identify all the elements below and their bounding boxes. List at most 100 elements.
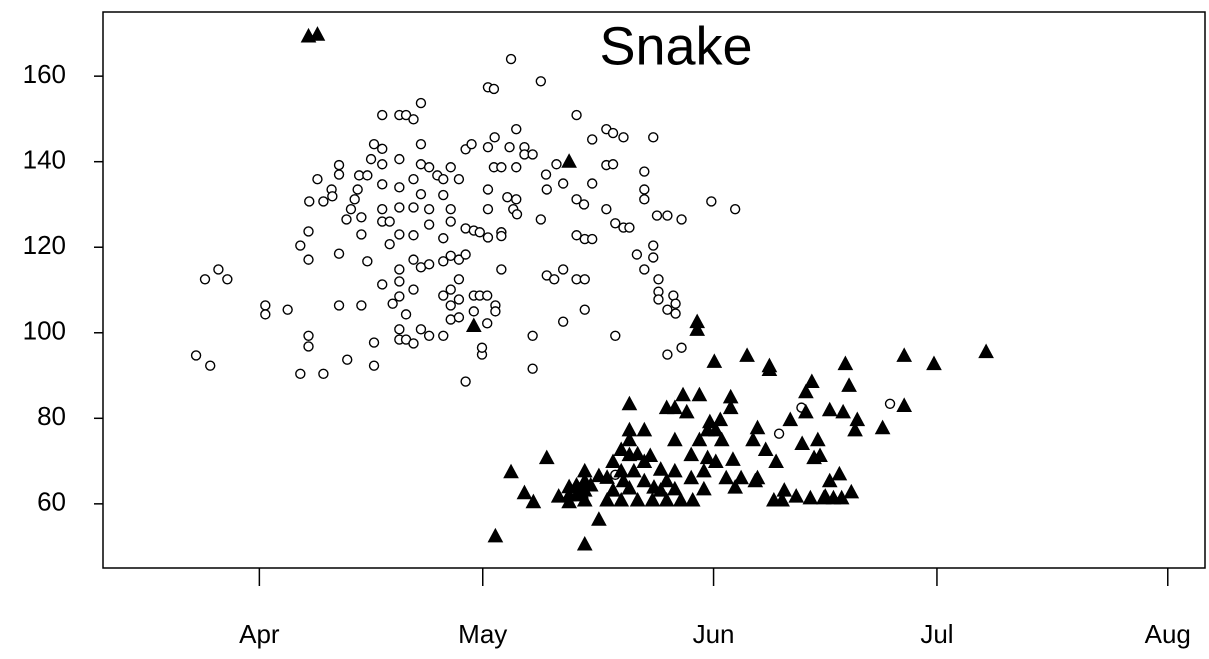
point — [377, 203, 388, 215]
point — [626, 462, 642, 478]
y-tick-label: 160 — [23, 59, 66, 89]
point — [835, 403, 851, 419]
point — [651, 210, 663, 221]
point — [821, 401, 838, 417]
point — [653, 294, 664, 305]
point — [662, 210, 673, 221]
point — [445, 216, 456, 227]
point — [610, 218, 621, 229]
point — [571, 194, 582, 205]
point — [629, 445, 646, 461]
point — [561, 153, 577, 168]
y-tick-label: 100 — [23, 316, 66, 346]
point — [423, 330, 435, 341]
y-tick-label: 120 — [23, 230, 66, 260]
point — [318, 196, 329, 207]
point — [511, 123, 522, 135]
point — [384, 216, 395, 227]
point — [621, 395, 638, 411]
point — [511, 194, 522, 205]
point — [423, 219, 435, 230]
point — [368, 337, 380, 348]
point — [394, 324, 405, 335]
point — [516, 484, 533, 500]
point — [591, 511, 607, 526]
point — [658, 472, 675, 488]
point — [683, 469, 700, 485]
point — [874, 419, 891, 435]
point — [667, 480, 683, 496]
point — [394, 202, 405, 213]
point — [482, 318, 493, 329]
y-tick-label: 140 — [23, 145, 66, 175]
point — [607, 127, 619, 139]
point — [260, 309, 271, 320]
point — [773, 428, 785, 439]
point — [453, 174, 465, 185]
point — [896, 397, 913, 412]
point — [926, 355, 942, 371]
point — [408, 254, 419, 265]
point — [511, 162, 522, 173]
point — [691, 431, 708, 447]
y-tick-label: 80 — [37, 401, 66, 431]
point — [739, 347, 755, 362]
point — [804, 373, 820, 389]
point — [618, 132, 629, 143]
point — [445, 284, 456, 295]
point — [699, 449, 716, 465]
point — [621, 431, 638, 447]
point — [648, 132, 659, 143]
point — [415, 97, 427, 109]
point — [841, 377, 857, 392]
point — [190, 350, 202, 361]
point — [199, 274, 211, 285]
point — [798, 403, 814, 419]
point — [505, 53, 517, 65]
point — [408, 174, 419, 185]
point — [377, 179, 388, 190]
point — [733, 469, 749, 485]
point — [489, 132, 500, 143]
point — [639, 166, 650, 177]
point — [788, 488, 805, 503]
point — [576, 491, 593, 507]
point — [482, 141, 494, 153]
point — [809, 431, 826, 447]
point — [636, 421, 653, 437]
point — [689, 321, 706, 336]
point — [408, 230, 419, 241]
point — [729, 203, 741, 215]
point — [496, 264, 507, 275]
point — [342, 354, 353, 365]
point — [549, 274, 560, 285]
point — [582, 476, 599, 492]
point — [394, 264, 405, 275]
point — [837, 355, 854, 371]
x-tick-label: May — [458, 619, 507, 649]
point — [423, 203, 435, 215]
point — [482, 184, 494, 195]
point — [644, 491, 661, 507]
point — [341, 214, 352, 225]
point — [356, 212, 367, 223]
point — [636, 472, 653, 488]
point — [696, 462, 712, 478]
point — [423, 259, 435, 270]
point — [408, 338, 419, 349]
point — [557, 178, 569, 189]
point — [525, 493, 542, 509]
point — [652, 461, 669, 476]
point — [653, 274, 664, 285]
point — [586, 134, 598, 145]
point — [713, 431, 730, 447]
point — [745, 431, 761, 447]
point — [605, 482, 621, 497]
point — [696, 480, 712, 496]
point — [438, 290, 449, 301]
point — [707, 453, 724, 469]
point — [527, 363, 538, 374]
point — [629, 491, 646, 507]
point — [438, 174, 449, 185]
